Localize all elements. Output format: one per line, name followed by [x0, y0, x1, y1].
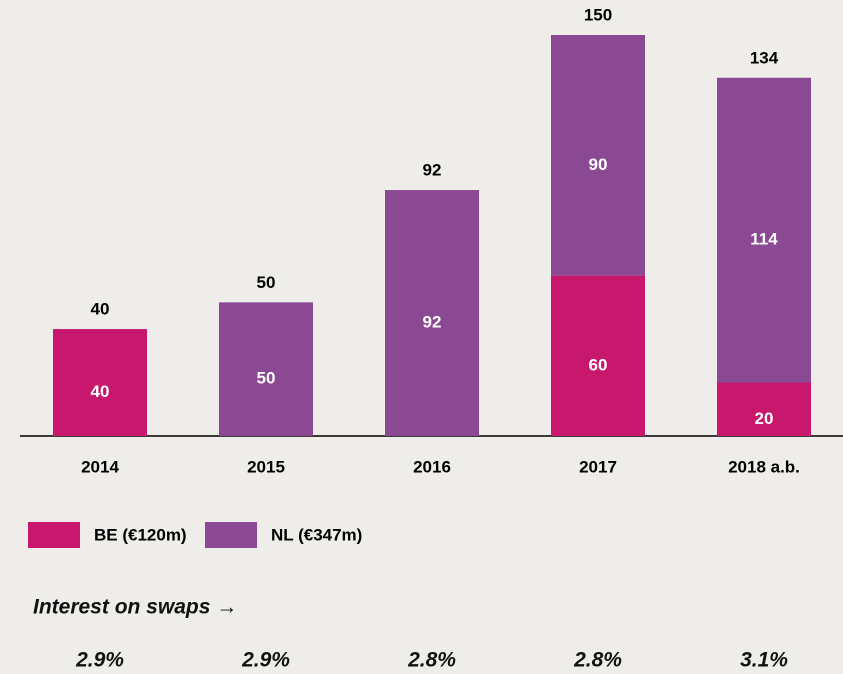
x-tick-label: 2016 [413, 457, 451, 476]
x-tick-label: 2018 a.b. [728, 457, 800, 476]
segment-label: 50 [257, 369, 276, 388]
total-label: 92 [423, 161, 442, 180]
bar-segment [53, 329, 147, 436]
interest-title: Interest on swaps → [33, 596, 237, 619]
total-label: 50 [257, 273, 276, 292]
segment-label: 90 [589, 155, 608, 174]
bar-segment [385, 190, 479, 436]
segment-label: 20 [755, 409, 774, 428]
legend-swatch [205, 522, 257, 548]
total-label: 150 [584, 5, 612, 24]
total-label: 134 [750, 48, 779, 67]
bar-segment [551, 275, 645, 436]
segment-label: 40 [91, 382, 110, 401]
bar-segment [219, 302, 313, 436]
segment-label: 92 [423, 313, 442, 332]
x-tick-label: 2014 [81, 457, 119, 476]
segment-label: 114 [750, 230, 778, 249]
total-label: 40 [91, 300, 110, 319]
bar-segment [551, 35, 645, 276]
interest-value: 2.9% [241, 649, 290, 672]
legend-swatch [28, 522, 80, 548]
legend-label: NL (€347m) [271, 525, 362, 544]
bar-segment [717, 77, 811, 383]
bar-segment [717, 382, 811, 436]
interest-value: 3.1% [740, 649, 788, 672]
x-tick-label: 2017 [579, 457, 617, 476]
interest-value: 2.8% [407, 649, 456, 672]
legend-label: BE (€120m) [94, 525, 187, 544]
interest-value: 2.8% [573, 649, 622, 672]
segment-label: 60 [589, 355, 608, 374]
x-tick-label: 2015 [247, 457, 285, 476]
interest-value: 2.9% [75, 649, 124, 672]
